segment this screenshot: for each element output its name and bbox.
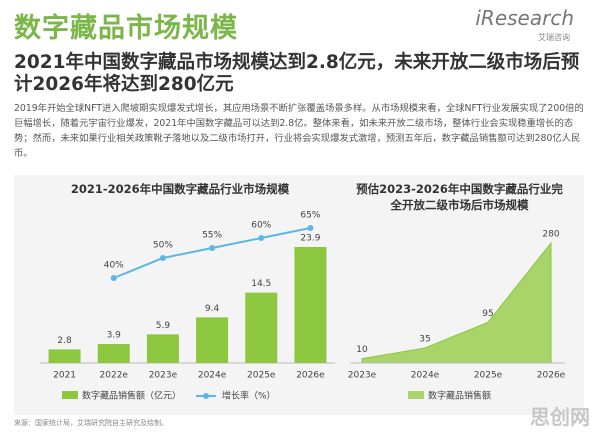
- line-label: 65%: [300, 211, 320, 221]
- bar-label: 3.9: [107, 331, 122, 341]
- x-tick-label: 2022e: [100, 371, 129, 381]
- bar-label: 23.9: [300, 234, 320, 244]
- legend-swatch: [408, 391, 424, 399]
- line-label: 40%: [104, 261, 124, 271]
- x-tick-label: 2024e: [411, 371, 440, 381]
- headline: 2021年中国数字藏品市场规模达到2.8亿元，未来开放二级市场后预计2026年将…: [14, 52, 580, 95]
- page-title: 数字藏品市场规模: [14, 13, 238, 44]
- area-label: 10: [356, 345, 368, 355]
- bar: [48, 349, 81, 363]
- chart-title: 预估2023-2026年中国数字藏品行业完全开放二级市场后市场规模: [356, 182, 563, 212]
- x-tick-label: 2025e: [474, 371, 503, 381]
- bar: [196, 317, 229, 363]
- bar: [97, 344, 130, 363]
- logo-subtitle: 艾瑞咨询: [538, 33, 570, 42]
- x-tick-label: 2021: [53, 371, 76, 381]
- line-label: 55%: [202, 231, 222, 241]
- x-tick-label: 2026e: [296, 371, 325, 381]
- bar: [294, 247, 327, 363]
- source-note: 来源：国家统计局，艾瑞研究院自主研究及绘制。: [14, 419, 168, 427]
- x-tick-label: 2023e: [149, 371, 178, 381]
- line-label: 50%: [153, 241, 173, 251]
- x-tick-label: 2024e: [198, 371, 227, 381]
- body-text: 2019年开始全球NFT进入爬坡期实现爆发式增长，其应用场景不断扩张覆盖场景多样…: [14, 103, 584, 159]
- chart-title: 2021-2026年中国数字藏品行业市场规模: [70, 182, 290, 196]
- legend-label: 数字藏品销售额（亿元）: [82, 390, 181, 402]
- area-label: 35: [419, 335, 430, 345]
- x-tick-label: 2026e: [537, 371, 566, 381]
- line-marker: [307, 225, 314, 231]
- legend-swatch: [62, 391, 78, 399]
- bar: [245, 292, 278, 363]
- x-tick-label: 2023e: [348, 371, 377, 381]
- area-label: 280: [542, 230, 559, 240]
- logo: iResearch: [475, 6, 574, 30]
- bar-label: 5.9: [156, 321, 171, 331]
- legend-label: 增长率（%）: [222, 390, 276, 402]
- line-marker: [258, 235, 265, 241]
- line-marker: [209, 245, 216, 251]
- bar: [146, 334, 179, 363]
- x-tick-label: 2025e: [247, 371, 276, 381]
- line-label: 60%: [251, 221, 271, 231]
- watermark: 思创网: [530, 405, 590, 429]
- bar-label: 14.5: [251, 279, 271, 289]
- line-marker: [159, 255, 166, 261]
- legend-marker: [203, 393, 209, 399]
- line-marker: [110, 275, 117, 281]
- legend-label: 数字藏品销售额: [428, 390, 491, 402]
- area-label: 95: [482, 309, 493, 319]
- bar-label: 2.8: [57, 336, 72, 346]
- bar-label: 9.4: [205, 304, 220, 314]
